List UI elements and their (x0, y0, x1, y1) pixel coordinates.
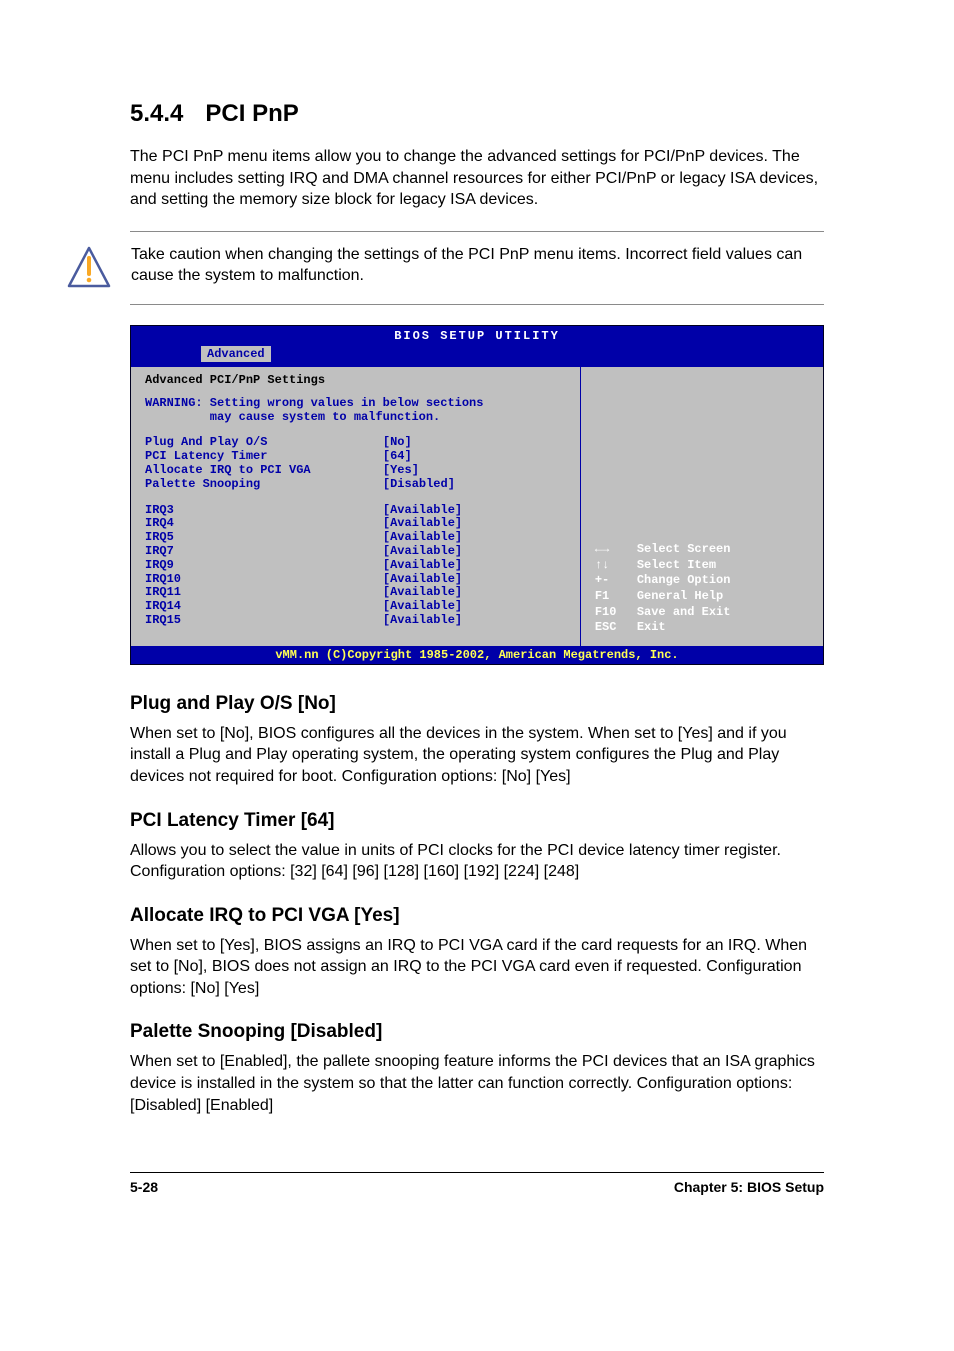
bios-setting-value[interactable]: [No] (383, 436, 570, 450)
subsection-heading: PCI Latency Timer [64] (130, 810, 824, 832)
subsection-heading: Palette Snooping [Disabled] (130, 1021, 824, 1043)
bios-help-key: +- (595, 573, 637, 589)
bios-setting-row[interactable]: Plug And Play O/S[No] (145, 436, 570, 450)
section-heading: 5.4.4 PCI PnP (130, 100, 824, 128)
section-title: PCI PnP (205, 100, 298, 127)
bios-help-row: +-Change Option (595, 573, 813, 589)
bios-help-key: ESC (595, 620, 637, 636)
bios-setting-label: IRQ5 (145, 531, 383, 545)
subsection-body: When set to [Enabled], the pallete snoop… (130, 1051, 824, 1116)
bios-setting-row[interactable]: IRQ11[Available] (145, 586, 570, 600)
bios-help-label: Save and Exit (637, 605, 731, 621)
bios-help-row: F1General Help (595, 589, 813, 605)
bios-setting-row[interactable]: IRQ5[Available] (145, 531, 570, 545)
bios-setting-label: IRQ15 (145, 614, 383, 628)
bios-footer: vMM.nn (C)Copyright 1985-2002, American … (131, 646, 823, 664)
bios-setting-label: IRQ7 (145, 545, 383, 559)
bios-help-keys: ←→Select Screen↑↓Select Item+-Change Opt… (595, 542, 813, 636)
bios-title: BIOS SETUP UTILITY (131, 326, 823, 344)
bios-setting-value[interactable]: [Available] (383, 517, 570, 531)
page-number: 5-28 (130, 1179, 158, 1195)
section-number: 5.4.4 (130, 100, 183, 127)
subsections: Plug and Play O/S [No] When set to [No], … (130, 693, 824, 1117)
bios-tab-advanced[interactable]: Advanced (201, 346, 271, 362)
bios-setting-label: Allocate IRQ to PCI VGA (145, 464, 383, 478)
subsection-body: When set to [No], BIOS configures all th… (130, 723, 824, 788)
bios-setting-row[interactable]: IRQ14[Available] (145, 600, 570, 614)
caution-text: Take caution when changing the settings … (131, 244, 824, 287)
bios-setting-label: Plug And Play O/S (145, 436, 383, 450)
bios-setting-label: PCI Latency Timer (145, 450, 383, 464)
bios-setting-row[interactable]: IRQ15[Available] (145, 614, 570, 628)
bios-setting-value[interactable]: [Yes] (383, 464, 570, 478)
bios-help-key: ←→ (595, 542, 637, 558)
bios-setting-value[interactable]: [Available] (383, 614, 570, 628)
bios-setting-row[interactable]: Palette Snooping[Disabled] (145, 478, 570, 492)
bios-help-row: ↑↓Select Item (595, 558, 813, 574)
bios-setting-label: IRQ3 (145, 504, 383, 518)
bios-help-label: Exit (637, 620, 666, 636)
caution-icon (65, 244, 113, 292)
bios-setting-value[interactable]: [Available] (383, 531, 570, 545)
bios-setting-value[interactable]: [Available] (383, 559, 570, 573)
bios-help-row: ESCExit (595, 620, 813, 636)
bios-warning: WARNING: Setting wrong values in below s… (145, 397, 570, 425)
bios-setting-value[interactable]: [Disabled] (383, 478, 570, 492)
bios-panel-title: Advanced PCI/PnP Settings (145, 373, 570, 387)
bios-body: Advanced PCI/PnP Settings WARNING: Setti… (131, 366, 823, 646)
subsection-heading: Allocate IRQ to PCI VGA [Yes] (130, 905, 824, 927)
bios-setting-label: IRQ4 (145, 517, 383, 531)
bios-setting-label: IRQ9 (145, 559, 383, 573)
bios-setting-row[interactable]: Allocate IRQ to PCI VGA[Yes] (145, 464, 570, 478)
bios-setting-label: IRQ10 (145, 573, 383, 587)
caution-box: Take caution when changing the settings … (130, 231, 824, 305)
bios-settings-group-2: IRQ3[Available]IRQ4[Available]IRQ5[Avail… (145, 504, 570, 628)
bios-right-panel: ←→Select Screen↑↓Select Item+-Change Opt… (581, 367, 823, 646)
subsection-heading: Plug and Play O/S [No] (130, 693, 824, 715)
bios-help-label: General Help (637, 589, 723, 605)
bios-screenshot: BIOS SETUP UTILITY Advanced Advanced PCI… (130, 325, 824, 665)
bios-setting-value[interactable]: [Available] (383, 586, 570, 600)
bios-settings-group-1: Plug And Play O/S[No]PCI Latency Timer[6… (145, 436, 570, 491)
bios-setting-row[interactable]: IRQ7[Available] (145, 545, 570, 559)
bios-setting-value[interactable]: [64] (383, 450, 570, 464)
bios-help-row: F10Save and Exit (595, 605, 813, 621)
bios-setting-label: IRQ14 (145, 600, 383, 614)
bios-help-label: Change Option (637, 573, 731, 589)
bios-help-label: Select Screen (637, 542, 731, 558)
bios-setting-row[interactable]: IRQ10[Available] (145, 573, 570, 587)
chapter-label: Chapter 5: BIOS Setup (674, 1179, 824, 1195)
bios-help-row: ←→Select Screen (595, 542, 813, 558)
section-intro: The PCI PnP menu items allow you to chan… (130, 146, 824, 211)
bios-tabbar: Advanced (131, 344, 823, 366)
bios-setting-row[interactable]: PCI Latency Timer[64] (145, 450, 570, 464)
bios-setting-label: IRQ11 (145, 586, 383, 600)
bios-setting-value[interactable]: [Available] (383, 600, 570, 614)
bios-help-key: F1 (595, 589, 637, 605)
bios-setting-value[interactable]: [Available] (383, 504, 570, 518)
bios-setting-row[interactable]: IRQ3[Available] (145, 504, 570, 518)
bios-setting-label: Palette Snooping (145, 478, 383, 492)
bios-setting-value[interactable]: [Available] (383, 545, 570, 559)
bios-setting-row[interactable]: IRQ4[Available] (145, 517, 570, 531)
subsection-body: When set to [Yes], BIOS assigns an IRQ t… (130, 935, 824, 1000)
bios-help-label: Select Item (637, 558, 716, 574)
bios-setting-row[interactable]: IRQ9[Available] (145, 559, 570, 573)
bios-help-key: ↑↓ (595, 558, 637, 574)
bios-setting-value[interactable]: [Available] (383, 573, 570, 587)
bios-help-key: F10 (595, 605, 637, 621)
bios-left-panel: Advanced PCI/PnP Settings WARNING: Setti… (131, 367, 581, 646)
subsection-body: Allows you to select the value in units … (130, 840, 824, 883)
page-footer: 5-28 Chapter 5: BIOS Setup (130, 1172, 824, 1195)
